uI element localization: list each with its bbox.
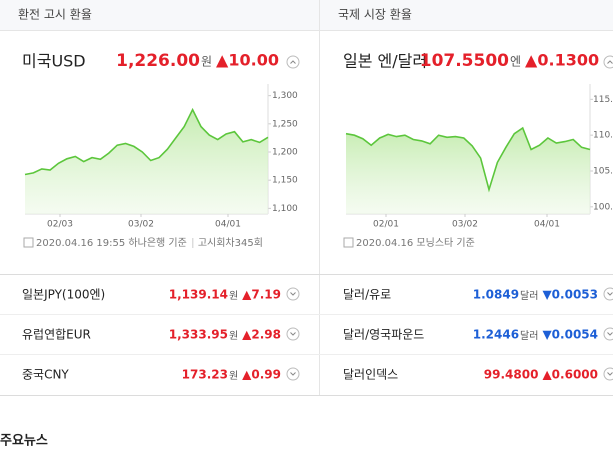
source: 2020.04.16 모닝스타 기준 [356, 237, 475, 249]
y-tick-label: 115.0 [593, 95, 613, 105]
x-tick-label: 02/01 [373, 220, 399, 230]
unit: 원 [229, 290, 238, 302]
unit: 원 [229, 370, 238, 382]
x-tick-label: 02/03 [47, 220, 73, 230]
row-name[interactable]: 일본JPY(100엔) [22, 288, 105, 302]
area [346, 128, 590, 214]
row-rate: 1.0849 [473, 288, 519, 302]
currency-name: 미국USD [22, 52, 86, 71]
row-rate: 99.4800 [484, 368, 539, 382]
x-tick-label: 04/01 [215, 220, 241, 230]
source-icon [23, 237, 34, 248]
x-tick-label: 03/02 [452, 220, 478, 230]
expand-button[interactable] [286, 287, 300, 301]
unit: 엔 [510, 55, 521, 69]
row-name[interactable]: 달러인덱스 [343, 368, 398, 382]
currency-name: 일본 엔/달러 [343, 52, 427, 71]
row-name[interactable]: 중국CNY [22, 368, 69, 382]
unit: 달러 [520, 330, 538, 342]
expand-icon [607, 332, 613, 336]
area [25, 109, 268, 214]
panel-header: 환전 고시 환율 [18, 8, 92, 22]
y-tick-label: 105.0 [593, 166, 613, 176]
row-change: ▼0.0054 [542, 328, 598, 342]
line [24, 107, 269, 176]
row-rate: 1,139.14 [169, 288, 228, 302]
y-tick-label: 1,100 [272, 204, 298, 214]
row-rate: 1,333.95 [169, 328, 228, 342]
y-tick-label: 100.0 [593, 202, 613, 212]
main-rate: 1,226.00 [116, 51, 200, 71]
unit: 원 [229, 330, 238, 342]
expand-button[interactable] [286, 55, 300, 69]
expand-icon [290, 60, 296, 64]
expand-icon [290, 372, 296, 376]
source-icon [343, 237, 354, 248]
row-name[interactable]: 달러/영국파운드 [343, 328, 424, 342]
expand-icon [607, 372, 613, 376]
row-change: ▲7.19 [242, 288, 281, 302]
news-title: 주요뉴스 [0, 434, 48, 449]
row-name[interactable]: 유럽연합EUR [22, 328, 91, 342]
row-change: ▲0.6000 [542, 368, 598, 382]
y-tick-label: 1,200 [272, 148, 298, 158]
expand-button[interactable] [286, 367, 300, 381]
line [345, 126, 591, 193]
unit: 원 [201, 55, 212, 69]
main-change: ▲0.1300 [525, 51, 599, 70]
y-tick-label: 110.0 [593, 131, 613, 141]
unit: 달러 [520, 290, 538, 302]
expand-button[interactable] [286, 327, 300, 341]
row-rate: 173.23 [182, 368, 228, 382]
row-name[interactable]: 달러/유로 [343, 288, 391, 302]
y-tick-label: 1,150 [272, 176, 298, 186]
expand-icon [607, 292, 613, 296]
row-change: ▲2.98 [242, 328, 281, 342]
round: 고시회차345회 [198, 237, 263, 249]
row-change: ▲0.99 [242, 368, 281, 382]
expand-icon [607, 60, 613, 64]
y-tick-label: 1,250 [272, 119, 298, 129]
row-rate: 1.2446 [473, 328, 519, 342]
row-change: ▼0.0053 [542, 288, 598, 302]
x-tick-label: 03/02 [128, 220, 154, 230]
x-tick-label: 04/01 [534, 220, 560, 230]
y-tick-label: 1,300 [272, 91, 298, 101]
main-change: ▲10.00 [216, 51, 279, 70]
expand-icon [290, 292, 296, 296]
source: 2020.04.16 19:55 하나은행 기준 [36, 236, 187, 249]
header-bar [0, 0, 613, 30]
expand-icon [290, 332, 296, 336]
panel-header: 국제 시장 환율 [338, 8, 412, 22]
main-rate: 107.5500 [420, 51, 509, 71]
